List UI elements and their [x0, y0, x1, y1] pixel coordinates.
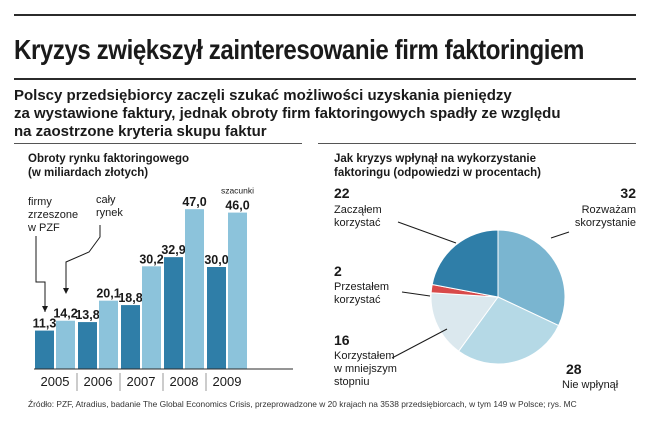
pie-category-label: w mniejszym [333, 363, 397, 375]
pie-category-label: Rozważam [582, 204, 636, 216]
subtitle-line: Polscy przedsiębiorcy zaczęli szukać moż… [14, 87, 512, 104]
pie-value-label: 22 [334, 185, 350, 201]
pie-category-label: skorzystanie [575, 217, 636, 229]
x-tick-label: 2005 [41, 374, 70, 389]
data-label: 18,8 [118, 291, 142, 305]
bar-chart-title: Obroty rynku faktoringowego (w miliardac… [28, 152, 189, 180]
data-label: 14,2 [53, 307, 77, 321]
estimate-note: szacunki [221, 186, 254, 196]
bar [78, 322, 97, 369]
leader-line-pzf [35, 236, 46, 312]
page-title: Kryzys zwiększył zainteresowanie firm fa… [14, 34, 585, 65]
bar [99, 300, 118, 369]
pie-category-label: Nie wpłynął [562, 379, 619, 391]
pie-chart-title-line: Jak kryzys wpłynął na wykorzystanie [334, 153, 536, 165]
leader-arrow-pzf [42, 306, 48, 312]
section-rule-left [14, 143, 302, 144]
data-label: 30,2 [139, 252, 163, 266]
pie-category-label: korzystać [334, 217, 381, 229]
data-label: 11,3 [33, 317, 57, 331]
pie-category-label: Zacząłem [334, 204, 382, 216]
subtitle: Polscy przedsiębiorcy zaczęli szukać moż… [14, 87, 634, 141]
series-label-pzf: w PZF [27, 222, 60, 234]
x-tick-label: 2006 [84, 374, 113, 389]
series-label-market: rynek [96, 207, 123, 219]
section-rule-right [318, 143, 636, 144]
pie-value-label: 2 [334, 263, 342, 279]
pie-slice [457, 296, 560, 365]
bar-chart-title-line: Obroty rynku faktoringowego [28, 153, 190, 165]
data-label: 47,0 [182, 195, 206, 209]
leader-arrow-market [63, 288, 69, 294]
bar [228, 212, 247, 369]
source-note: Źródło: PZF, Atradius, badanie The Globa… [28, 399, 577, 409]
pie-slice [431, 229, 499, 298]
x-tick-label: 2009 [213, 374, 242, 389]
data-label: 13,8 [75, 308, 99, 322]
pie-value-label: 32 [620, 185, 636, 201]
pie-chart-title-line: faktoringu (odpowiedzi w procentach) [334, 167, 541, 179]
bar-chart-title-line: (w miliardach złotych) [28, 167, 149, 179]
pie-slice [430, 292, 499, 352]
pie-value-label: 16 [334, 332, 350, 348]
data-label: 32,9 [161, 243, 185, 257]
bar [121, 305, 140, 369]
bar [164, 257, 183, 369]
pie-value-label: 28 [566, 361, 582, 377]
x-tick-label: 2007 [127, 374, 156, 389]
subtitle-line: na zaostrzone kryteria skupu faktur [14, 123, 267, 140]
data-label: 20,1 [96, 287, 120, 301]
pie-category-label: stopniu [334, 376, 369, 388]
bar [185, 209, 204, 369]
subtitle-line: za wystawione faktury, jednak obroty fir… [14, 105, 561, 122]
pie-category-label: korzystać [334, 294, 381, 306]
pie-category-label: Przestałem [334, 281, 389, 293]
top-rule [14, 14, 636, 16]
pie-leader-line [391, 328, 448, 359]
bar [56, 320, 75, 369]
pie-slice [497, 229, 566, 327]
bar [207, 267, 226, 369]
series-label-market: cały [96, 194, 116, 206]
x-tick-label: 2008 [170, 374, 199, 389]
pie-chart-title: Jak kryzys wpłynął na wykorzystanie fakt… [334, 152, 541, 180]
pie-leader-line [550, 231, 570, 239]
bar [142, 266, 161, 369]
data-label: 46,0 [225, 199, 249, 213]
pie-category-label: Korzystałem [334, 350, 395, 362]
title-rule [14, 78, 636, 80]
pie-leader-line [397, 221, 457, 244]
series-label-pzf: firmy [28, 196, 52, 208]
series-label-pzf: zrzeszone [28, 209, 78, 221]
leader-line-market [65, 225, 101, 293]
pie-leader-line [401, 291, 431, 297]
bar [35, 330, 54, 369]
data-label: 30,0 [204, 253, 228, 267]
